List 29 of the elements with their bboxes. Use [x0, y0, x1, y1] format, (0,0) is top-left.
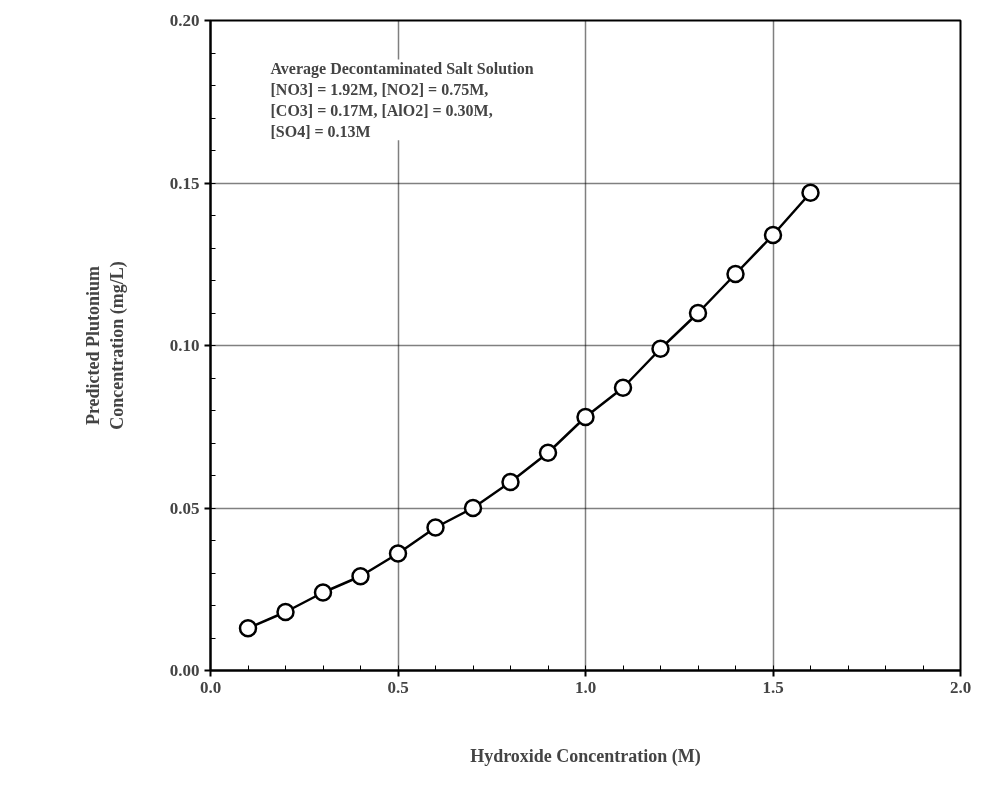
point — [501, 472, 520, 492]
point — [463, 498, 483, 518]
point — [538, 443, 558, 462]
point — [688, 303, 708, 323]
point — [651, 339, 670, 358]
point — [313, 583, 333, 602]
point — [388, 544, 408, 563]
x-axis-title: Hydroxide Concentration (M) — [470, 745, 701, 767]
y-tick-label: 0.15 — [169, 173, 200, 193]
x-tick-label: 0.0 — [199, 677, 222, 697]
x-tick-label: 1.5 — [762, 677, 784, 697]
x-tick-label: 2.0 — [949, 677, 972, 697]
point — [801, 183, 820, 202]
annotation: Average Decontaminated Salt Solution [NO3] = 1.92M, [NO2] = 0.75M, [CO3] = 0.17M, [AlO2] = 0.30M, [SO4] = 0.13M — [270, 59, 534, 141]
y-tick-label: 0.20 — [169, 11, 200, 30]
x-tick-label: 1.0 — [574, 677, 597, 697]
y-axis-title: Predicted Plutonium Concentration (mg/L) — [82, 261, 128, 430]
point — [276, 602, 295, 622]
point — [613, 378, 633, 397]
point — [426, 518, 445, 537]
point — [351, 567, 370, 586]
y-tick-label: 0.05 — [169, 498, 200, 518]
point — [726, 264, 745, 284]
point — [576, 407, 595, 427]
y-tick-label: 0.10 — [169, 336, 200, 355]
point — [238, 619, 258, 638]
point — [763, 225, 783, 245]
y-tick-label: 0.00 — [169, 661, 200, 680]
x-tick-label: 0.5 — [387, 677, 409, 697]
